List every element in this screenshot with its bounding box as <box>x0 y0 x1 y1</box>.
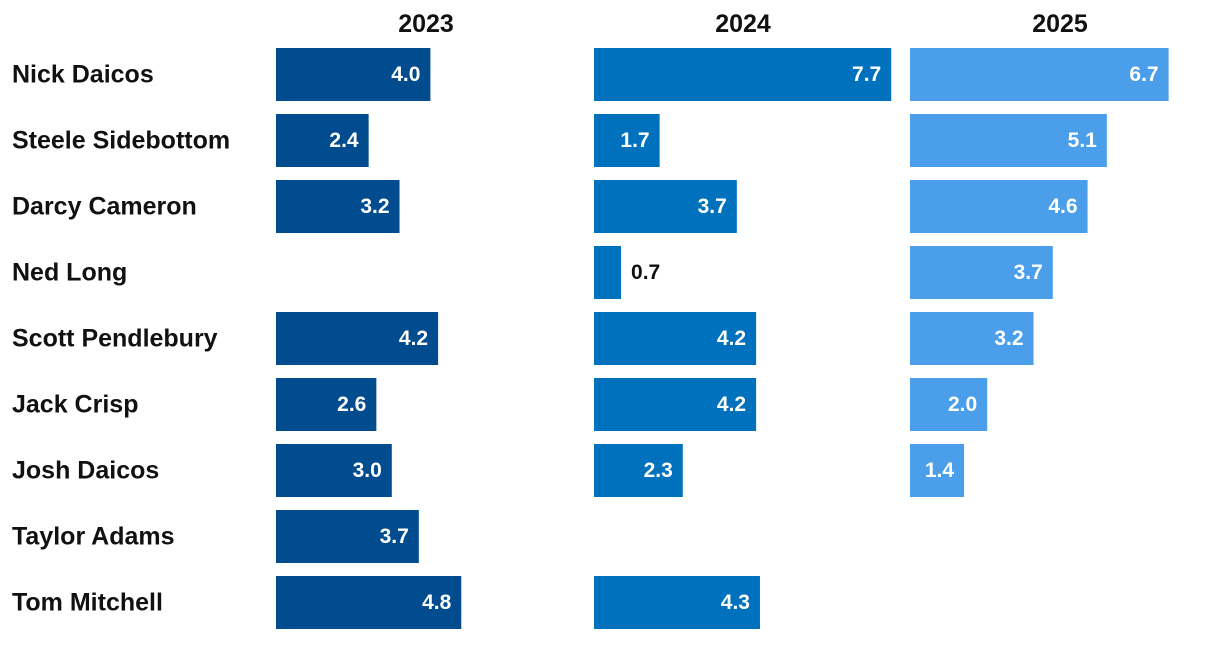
player-label: Nick Daicos <box>12 61 154 89</box>
value-label: 1.7 <box>620 129 649 152</box>
bar-2025-steele-sidebottom <box>910 114 1107 167</box>
bar-2023-scott-pendlebury <box>276 312 439 365</box>
bar-2023-steele-sidebottom <box>276 114 369 167</box>
year-header-2025: 2025 <box>1032 10 1088 38</box>
bar-2025-scott-pendlebury <box>910 312 1034 365</box>
bar-2023-jack-crisp <box>276 378 377 431</box>
bar-2025-nick-daicos <box>910 48 1169 101</box>
player-label: Taylor Adams <box>12 523 175 551</box>
bar-2024-scott-pendlebury <box>594 312 757 365</box>
bar-2023-darcy-cameron <box>276 180 400 233</box>
value-label: 2.4 <box>329 129 359 152</box>
value-label: 2.0 <box>948 393 977 416</box>
player-label: Tom Mitchell <box>12 589 163 617</box>
value-label: 3.7 <box>698 195 727 218</box>
bar-2023-taylor-adams <box>276 510 419 563</box>
player-label: Darcy Cameron <box>12 193 197 221</box>
bar-2024-josh-daicos <box>594 444 683 497</box>
value-label: 3.7 <box>380 525 409 548</box>
bar-2023-nick-daicos <box>276 48 431 101</box>
bar-2024-darcy-cameron <box>594 180 737 233</box>
value-label: 6.7 <box>1129 63 1158 86</box>
value-label: 3.0 <box>353 459 382 482</box>
bar-2024-nick-daicos <box>594 48 892 101</box>
bar-2023-josh-daicos <box>276 444 392 497</box>
bar-2025-josh-daicos <box>910 444 965 497</box>
player-label: Scott Pendlebury <box>12 325 218 353</box>
value-label: 1.4 <box>925 459 955 482</box>
value-label: 5.1 <box>1068 129 1098 152</box>
value-label: 4.6 <box>1048 195 1077 218</box>
value-label: 7.7 <box>852 63 881 86</box>
bar-2024-steele-sidebottom <box>594 114 660 167</box>
value-label: 4.8 <box>422 591 452 614</box>
value-label: 3.2 <box>360 195 389 218</box>
value-label: 4.0 <box>391 63 420 86</box>
bar-2024-ned-long <box>594 246 622 299</box>
player-label: Steele Sidebottom <box>12 127 230 155</box>
player-label: Jack Crisp <box>12 391 138 419</box>
value-label: 0.7 <box>631 261 660 284</box>
value-label: 4.3 <box>721 591 750 614</box>
player-label: Josh Daicos <box>12 457 159 485</box>
bar-2024-tom-mitchell <box>594 576 760 629</box>
bar-2024-jack-crisp <box>594 378 757 431</box>
bar-2025-darcy-cameron <box>910 180 1088 233</box>
bar-2025-jack-crisp <box>910 378 988 431</box>
year-header-2023: 2023 <box>398 10 454 38</box>
year-header-2024: 2024 <box>715 10 771 38</box>
bar-2025-ned-long <box>910 246 1053 299</box>
value-label: 2.3 <box>644 459 673 482</box>
bar-2023-tom-mitchell <box>276 576 462 629</box>
value-label: 2.6 <box>337 393 366 416</box>
value-label: 4.2 <box>717 393 746 416</box>
value-label: 4.2 <box>399 327 428 350</box>
value-label: 3.2 <box>994 327 1023 350</box>
player-label: Ned Long <box>12 259 127 287</box>
value-label: 3.7 <box>1014 261 1043 284</box>
value-label: 4.2 <box>717 327 746 350</box>
